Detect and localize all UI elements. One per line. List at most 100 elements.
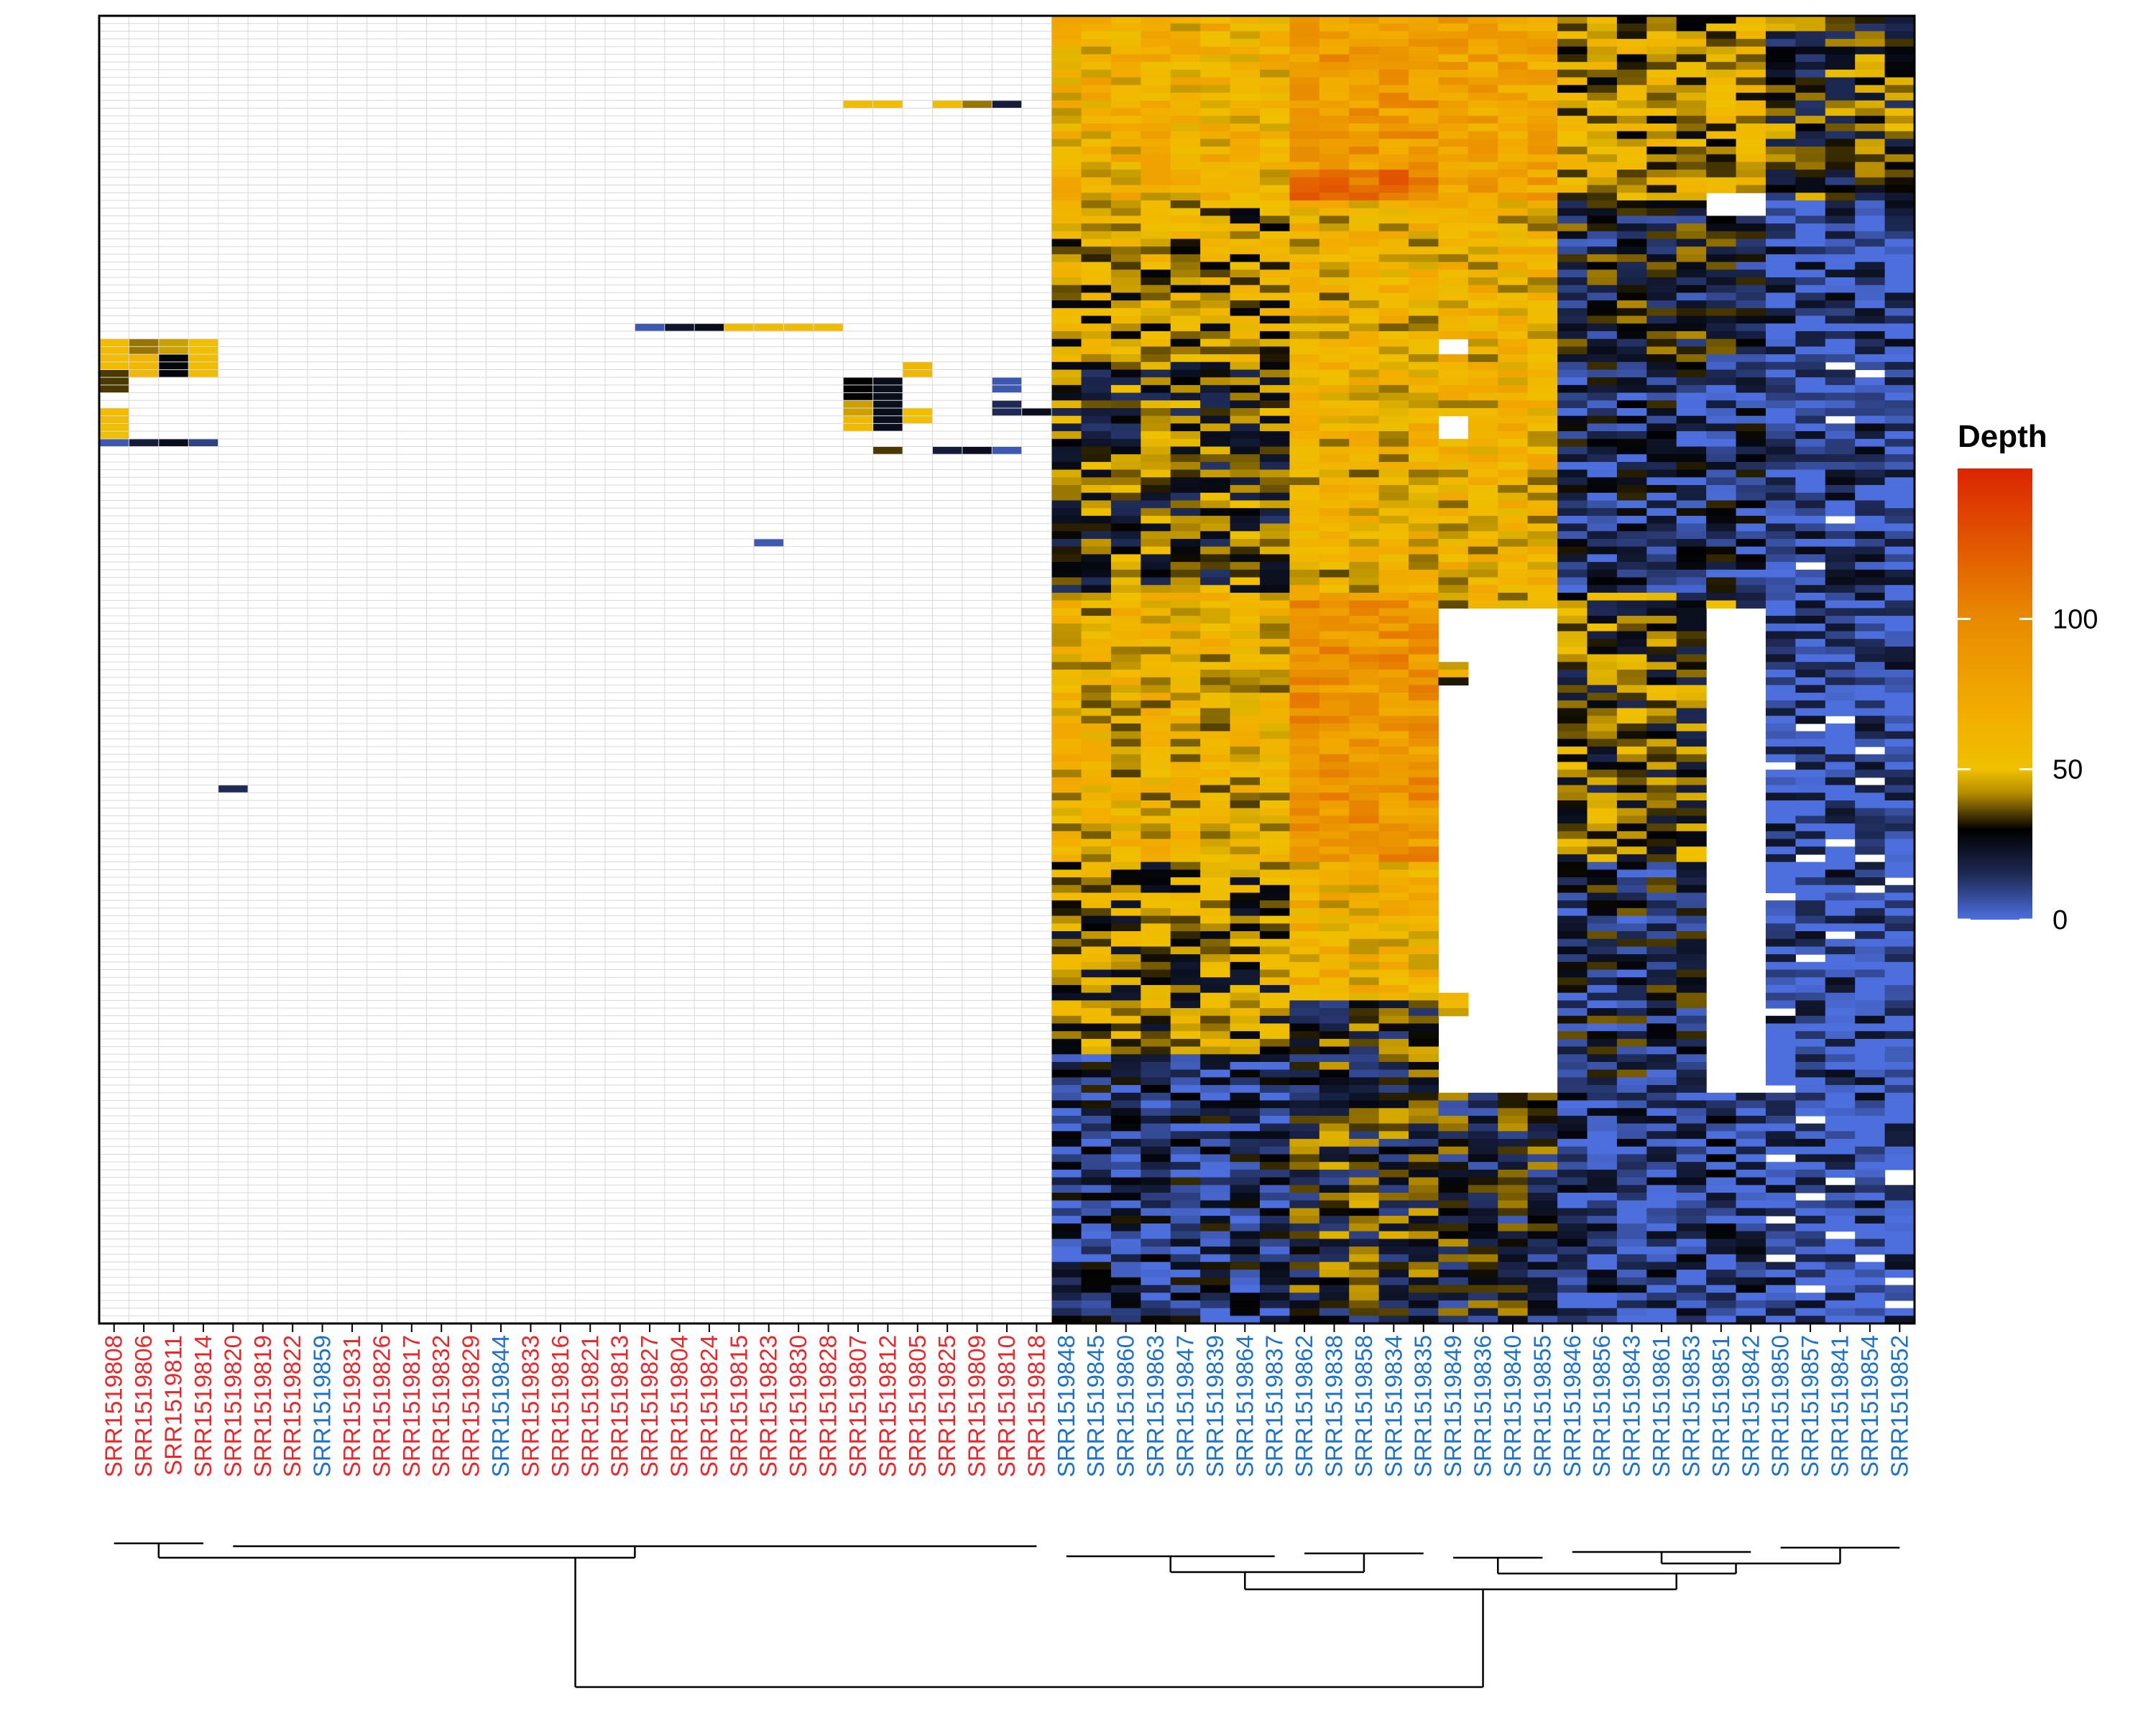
heatmap-cell (1051, 562, 1082, 570)
heatmap-cell (1616, 39, 1647, 47)
heatmap-cell (1587, 1285, 1618, 1293)
heatmap-cell (1795, 69, 1826, 78)
heatmap-cell (1081, 1200, 1112, 1209)
heatmap-cell (1646, 147, 1677, 155)
heatmap-cell (1646, 1223, 1677, 1232)
heatmap-cell (1557, 193, 1588, 201)
heatmap-cell (1349, 123, 1380, 132)
heatmap-cell (1378, 93, 1409, 101)
heatmap-cell (1170, 946, 1201, 955)
heatmap-cell (1765, 838, 1796, 847)
heatmap-cell (1200, 654, 1231, 662)
heatmap-cell (1765, 131, 1796, 139)
heatmap-cell (1259, 338, 1290, 347)
heatmap-cell (1646, 315, 1677, 324)
heatmap-cell (1289, 193, 1320, 201)
heatmap-cell (1170, 846, 1201, 855)
heatmap-cell (1141, 716, 1171, 724)
heatmap-cell (1795, 708, 1826, 716)
heatmap-cell (1051, 139, 1082, 147)
heatmap-cell (1438, 1223, 1469, 1232)
heatmap-cell (1319, 569, 1350, 578)
heatmap-cell (1230, 54, 1261, 63)
heatmap-cell (1409, 785, 1439, 793)
heatmap-cell (1200, 662, 1231, 670)
heatmap-cell (1259, 408, 1290, 417)
heatmap-cell (1527, 1231, 1558, 1239)
heatmap-cell (1141, 231, 1171, 240)
heatmap-cell (1409, 446, 1439, 455)
heatmap-cell (1795, 100, 1826, 109)
heatmap-cell (1438, 377, 1469, 386)
heatmap-cell (1289, 785, 1320, 793)
heatmap-cell (1765, 1046, 1796, 1055)
heatmap-cell (1110, 438, 1141, 448)
heatmap-cell (1170, 31, 1201, 40)
heatmap-cell (1795, 938, 1826, 948)
heatmap-cell (1081, 1193, 1112, 1201)
heatmap-cell (1616, 77, 1647, 86)
heatmap-cell (1557, 185, 1588, 193)
heatmap-cell (1676, 531, 1707, 540)
heatmap-cell (1259, 1285, 1290, 1293)
heatmap-cell (1616, 454, 1647, 463)
heatmap-cell (1884, 315, 1915, 324)
heatmap-cell (1527, 1193, 1558, 1201)
heatmap-cell (1349, 854, 1380, 863)
heatmap-cell (1884, 670, 1915, 678)
heatmap-cell (1200, 608, 1231, 616)
heatmap-cell (1587, 585, 1618, 593)
heatmap-cell (1349, 569, 1380, 578)
heatmap-cell (1765, 123, 1796, 132)
heatmap-cell (1855, 1131, 1886, 1140)
heatmap-cell (1081, 300, 1112, 309)
heatmap-cell (1557, 323, 1588, 332)
heatmap-cell (1706, 1262, 1737, 1270)
heatmap-cell (1676, 900, 1707, 909)
legend-tick-label: 100 (2053, 604, 2098, 634)
heatmap-cell (1141, 877, 1171, 886)
heatmap-cell (1141, 577, 1171, 586)
heatmap-cell (1110, 700, 1141, 709)
heatmap-cell (1795, 577, 1826, 586)
heatmap-cell (1795, 670, 1826, 678)
heatmap-cell (1855, 477, 1886, 486)
heatmap-cell (1170, 800, 1201, 809)
heatmap-cell (1468, 208, 1498, 216)
heatmap-cell (1349, 408, 1380, 417)
heatmap-cell (1289, 931, 1320, 940)
heatmap-cell (1349, 1223, 1380, 1232)
heatmap-cell (1765, 154, 1796, 163)
heatmap-cell (1855, 277, 1886, 286)
heatmap-cell (1616, 1270, 1647, 1278)
heatmap-cell (1557, 408, 1588, 417)
heatmap-cell (1349, 1100, 1380, 1109)
heatmap-cell (1349, 500, 1380, 509)
heatmap-cell (1468, 54, 1498, 63)
heatmap-cell (1378, 823, 1409, 832)
heatmap-cell (1825, 239, 1856, 247)
heatmap-cell (1825, 846, 1856, 855)
heatmap-cell (1438, 1185, 1469, 1193)
heatmap-cell (1646, 1069, 1677, 1078)
heatmap-cell (1230, 508, 1261, 517)
heatmap-cell (1200, 915, 1231, 924)
heatmap-cell (1110, 693, 1141, 701)
heatmap-cell (1051, 539, 1082, 547)
heatmap-cell (1616, 677, 1647, 686)
heatmap-cell (1765, 693, 1796, 701)
heatmap-cell (1230, 846, 1261, 855)
heatmap-cell (1795, 193, 1826, 201)
heatmap-cell (1587, 485, 1618, 494)
heatmap-cell (1795, 177, 1826, 186)
heatmap-cell (1200, 1208, 1231, 1216)
heatmap-cell (1200, 292, 1231, 301)
heatmap-cell (1200, 93, 1231, 101)
heatmap-cell (1557, 884, 1588, 894)
heatmap-cell (1200, 923, 1231, 932)
heatmap-cell (1110, 500, 1141, 509)
heatmap-cell (1051, 31, 1082, 40)
heatmap-cell (1855, 438, 1886, 448)
heatmap-cell (1051, 323, 1082, 332)
heatmap-cell (1170, 400, 1201, 409)
